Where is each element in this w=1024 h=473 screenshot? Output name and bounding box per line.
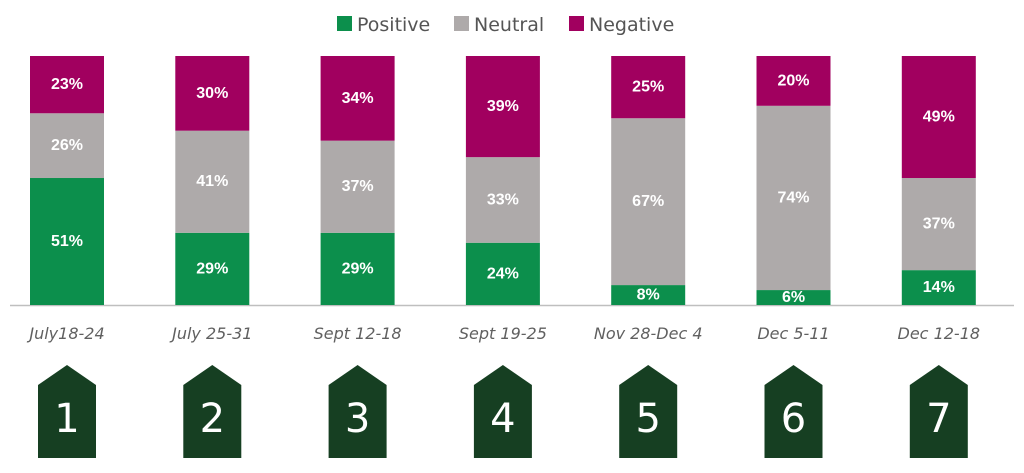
data-label-neutral: 37% (923, 216, 955, 233)
legend-label-positive: Positive (357, 14, 430, 36)
bar-segment-negative (30, 56, 104, 114)
category-label: Dec 5-11 (757, 324, 829, 343)
period-badge-number: 4 (490, 396, 515, 442)
bar-segment-positive (611, 285, 686, 305)
bar-segment-positive (175, 232, 250, 305)
legend-label-negative: Negative (589, 14, 674, 36)
category-labels: July18-24 July 25-31 Sept 12-18 Sept 19-25 N… (26, 324, 980, 343)
period-badge-number: 3 (345, 396, 370, 442)
bar-segment-neutral (901, 178, 976, 271)
data-label-negative: 49% (923, 109, 955, 126)
category-label: Sept 12-18 (314, 324, 402, 343)
data-label-positive: 29% (196, 260, 228, 277)
period-badges: 1 2 3 4 5 6 7 (38, 365, 968, 458)
bar-segment-negative (465, 56, 540, 158)
legend-swatch-negative (569, 16, 584, 31)
period-badge-number: 1 (54, 396, 79, 442)
period-badge-number: 5 (635, 396, 660, 442)
data-label-positive: 8% (637, 287, 660, 304)
category-label: Sept 19-25 (459, 324, 547, 343)
data-label-neutral: 67% (632, 193, 664, 210)
data-label-neutral: 37% (342, 178, 374, 195)
data-label-negative: 20% (777, 72, 809, 89)
data-label-negative: 34% (342, 90, 374, 107)
bar-segment-neutral (611, 118, 686, 286)
bar-segment-negative (756, 56, 831, 106)
period-badge-number: 2 (200, 396, 225, 442)
bar-segment-positive (465, 242, 540, 305)
period-badge (328, 365, 387, 458)
data-label-negative: 23% (51, 76, 83, 93)
period-badge-number: 7 (926, 396, 951, 442)
period-badge (764, 365, 823, 458)
data-label-neutral: 33% (487, 191, 519, 208)
bars-group: 51% 26% 23% 29% 41% 30% 29% 37% 34% 24% 33% 39% 8% 67… (30, 56, 976, 306)
data-label-negative: 30% (196, 85, 228, 102)
data-label-negative: 25% (632, 79, 664, 96)
category-label: July18-24 (26, 324, 104, 343)
period-badge (38, 365, 96, 458)
bar-segment-positive (320, 232, 395, 305)
data-label-neutral: 74% (777, 189, 809, 206)
bar-segment-neutral (756, 105, 831, 291)
bar-segment-negative (901, 56, 976, 179)
legend-swatch-positive (337, 16, 352, 31)
data-label-neutral: 26% (51, 137, 83, 154)
data-label-neutral: 41% (196, 173, 228, 190)
legend-label-neutral: Neutral (474, 14, 544, 36)
data-label-positive: 6% (782, 289, 805, 306)
bar-segment-negative (611, 56, 686, 119)
category-label: July 25-31 (169, 324, 252, 343)
data-label-negative: 39% (487, 98, 519, 115)
bar-segment-neutral (175, 130, 250, 233)
legend: Positive Neutral Negative (337, 14, 674, 36)
bar-segment-positive (30, 178, 104, 305)
bar-segment-negative (320, 56, 395, 141)
bar-segment-neutral (465, 157, 540, 243)
legend-swatch-neutral (454, 16, 469, 31)
bar-segment-neutral (30, 113, 104, 179)
period-badge-number: 6 (781, 396, 806, 442)
category-label: Nov 28-Dec 4 (594, 324, 703, 343)
bar-segment-neutral (320, 140, 395, 233)
data-label-positive: 24% (487, 265, 519, 282)
category-label: Dec 12-18 (898, 324, 981, 343)
period-badge (183, 365, 242, 458)
period-badge (473, 365, 532, 458)
data-label-positive: 29% (342, 260, 374, 277)
data-label-positive: 51% (51, 233, 83, 250)
period-badge (619, 365, 678, 458)
data-label-positive: 14% (923, 279, 955, 296)
bar-segment-positive (901, 270, 976, 305)
bar-segment-negative (175, 56, 250, 131)
bar-segment-positive (756, 290, 831, 305)
period-badge (909, 365, 968, 458)
